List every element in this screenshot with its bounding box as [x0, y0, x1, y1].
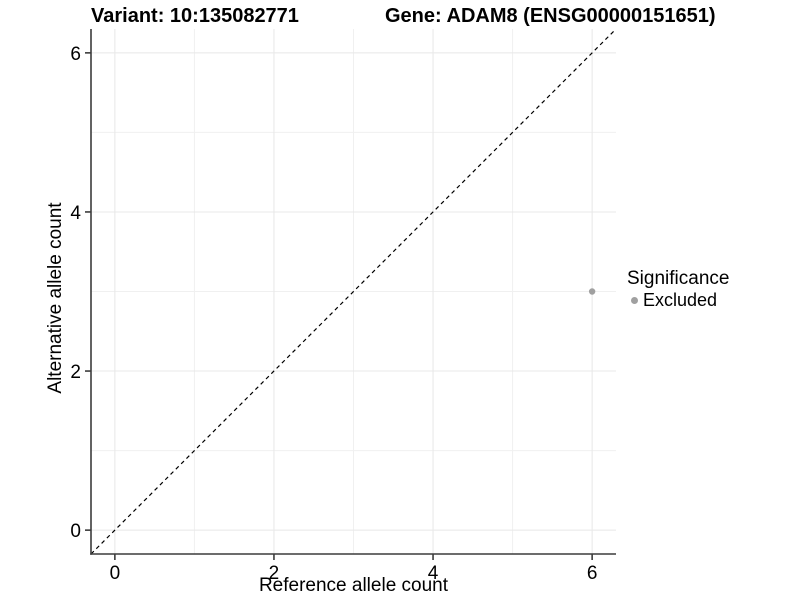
identity-dashed-line	[90, 28, 617, 555]
y-tick-label: 2	[70, 362, 81, 383]
x-tick-label: 6	[587, 563, 598, 584]
legend: Significance Excluded	[627, 268, 730, 311]
y-axis-title: Alternative allele count	[45, 202, 66, 394]
y-tick-label: 6	[70, 44, 81, 65]
legend-title: Significance	[627, 268, 730, 289]
x-axis-title: Reference allele count	[258, 575, 449, 596]
data-point-excluded	[588, 288, 596, 295]
plot-title-variant: Variant: 10:135082771	[91, 5, 299, 27]
plot-title-gene: Gene: ADAM8 (ENSG00000151651)	[385, 5, 716, 27]
x-tick-label: 4	[428, 563, 439, 584]
legend-entry-excluded: Excluded	[627, 290, 729, 310]
y-tick-label: 4	[70, 203, 81, 224]
x-tick-label: 0	[110, 563, 121, 584]
legend-key-dot-icon	[631, 296, 638, 304]
legend-entry-label: Excluded	[643, 290, 718, 310]
x-tick-label: 2	[269, 563, 280, 584]
y-tick-label: 0	[70, 521, 81, 542]
